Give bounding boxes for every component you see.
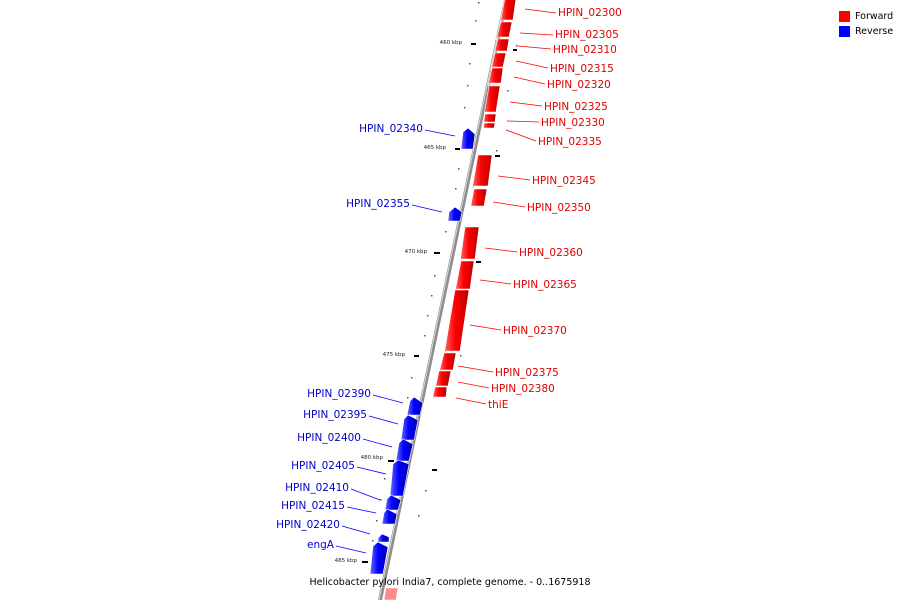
gene-feature-HPIN_02350[interactable] [469,188,488,211]
legend-label: Forward [855,11,894,22]
gene-feature-HPIN_02400[interactable] [395,438,414,462]
gene-label[interactable]: thiE [488,399,508,411]
gene-feature-HPIN_02320[interactable] [487,67,504,87]
gene-label[interactable]: HPIN_02370 [503,325,567,337]
gene-feature-HPIN_02415[interactable] [381,508,398,525]
ruler-dots [372,2,518,542]
gene-label[interactable]: HPIN_02365 [513,279,577,291]
gene-feature-HPIN_02355[interactable] [447,206,463,222]
gene-label[interactable]: HPIN_02355 [346,198,410,210]
gene-feature-HPIN_02310[interactable] [493,38,510,55]
scale-label: 460 kbp [440,40,463,46]
gene-label[interactable]: HPIN_02315 [550,63,614,75]
gene-label[interactable]: HPIN_02390 [307,388,371,400]
gene-label[interactable]: HPIN_02360 [519,247,583,259]
scale-label: 475 kbp [383,352,406,358]
gene-feature-HPIN_02395[interactable] [400,414,419,441]
gene-feature-HPIN_02360[interactable] [459,226,480,263]
gene-feature-offscreen [383,587,399,600]
gene-feature-HPIN_02370[interactable] [443,289,470,356]
gene-feature-HPIN_02315[interactable] [490,52,507,71]
gene-label[interactable]: HPIN_02305 [555,29,619,41]
gene-label[interactable]: HPIN_02335 [538,136,602,148]
gene-feature-HPIN_02420[interactable] [377,533,390,543]
gene-feature-HPIN_02325[interactable] [483,85,501,116]
gene-label[interactable]: HPIN_02380 [491,383,555,395]
gene-label[interactable]: HPIN_02395 [303,409,367,421]
gene-label[interactable]: HPIN_02320 [547,79,611,91]
gene-label[interactable]: HPIN_02330 [541,117,605,129]
gene-label[interactable]: HPIN_02405 [291,460,355,472]
gene-label[interactable]: HPIN_02310 [553,44,617,56]
gene-feature-HPIN_02305[interactable] [495,21,513,41]
gene-feature-thiE[interactable] [431,386,448,402]
scale-label: 480 kbp [361,455,384,461]
legend-item-forward: Forward [839,9,893,24]
gene-label[interactable]: HPIN_02345 [532,175,596,187]
gene-label[interactable]: HPIN_02340 [359,123,423,135]
forward-genes [383,0,517,600]
gene-label[interactable]: engA [307,539,335,551]
gene-feature-HPIN_02335[interactable] [482,122,496,132]
legend-item-reverse: Reverse [839,24,893,39]
gene-feature-HPIN_02300[interactable] [499,0,517,25]
reverse-swatch-icon [839,26,850,37]
gene-label[interactable]: HPIN_02375 [495,367,559,379]
gene-label[interactable]: HPIN_02400 [297,432,361,444]
legend-label: Reverse [855,26,894,37]
gene-feature-HPIN_02340[interactable] [460,127,476,150]
gene-feature-HPIN_02375[interactable] [438,352,457,374]
genome-backbone [378,0,508,600]
gene-label[interactable]: HPIN_02300 [558,7,622,19]
leader-lines-reverse [335,129,456,554]
gene-label[interactable]: HPIN_02350 [527,202,591,214]
gene-feature-HPIN_02345[interactable] [471,154,493,191]
reverse-genes [369,127,476,575]
gene-label[interactable]: HPIN_02415 [281,500,345,512]
labels-reverse: HPIN_02340 HPIN_02355 HPIN_02390 HPIN_02… [276,123,423,551]
leader-lines-forward [455,8,557,405]
gene-feature-HPIN_02405[interactable] [389,459,410,497]
gene-feature-HPIN_02380[interactable] [434,370,452,390]
gene-feature-engA[interactable] [369,541,389,575]
gene-label[interactable]: HPIN_02325 [544,101,608,113]
scale-labels: 460 kbp 465 kbp 470 kbp 475 kbp 480 kbp … [335,40,463,564]
gene-label[interactable]: HPIN_02420 [276,519,340,531]
ruler-ticks [362,43,517,563]
scale-label: 465 kbp [424,145,447,151]
gene-feature-HPIN_02390[interactable] [406,396,424,416]
strand-legend: Forward Reverse [839,9,893,39]
gene-feature-HPIN_02410[interactable] [384,494,402,511]
map-caption: Helicobacter pylori India7, complete gen… [309,577,591,588]
scale-label: 485 kbp [335,558,358,564]
gene-label[interactable]: HPIN_02410 [285,482,349,494]
scale-label: 470 kbp [405,249,428,255]
gene-feature-HPIN_02330[interactable] [482,113,497,127]
labels-forward: HPIN_02300 HPIN_02305 HPIN_02310 HPIN_02… [488,7,622,411]
forward-swatch-icon [839,11,850,22]
gene-feature-HPIN_02365[interactable] [454,260,475,293]
